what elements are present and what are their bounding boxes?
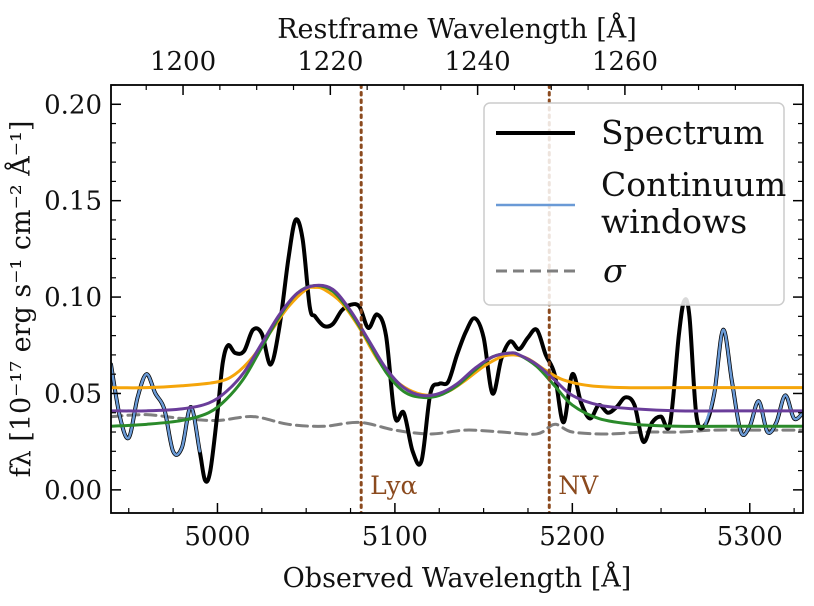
series-line-continuum-windows-left xyxy=(111,363,201,457)
series-line-model-purple xyxy=(111,283,803,413)
plot-frame xyxy=(110,84,804,514)
top-x-tick-label-1240: 1240 xyxy=(445,47,511,77)
x-tick-label-5200: 5200 xyxy=(539,522,605,552)
vline-label-nv: NV xyxy=(558,471,599,500)
y-tick-label-1: 0.05 xyxy=(44,379,102,409)
x-tick-label-5000: 5000 xyxy=(184,522,250,552)
top-x-tick-label-1260: 1260 xyxy=(592,47,658,77)
series-line-model-green xyxy=(111,283,803,428)
x-axis-label: Observed Wavelength [Å] xyxy=(283,561,632,594)
legend-label-spectrum: Spectrum xyxy=(601,113,764,152)
y-tick-label-3: 0.15 xyxy=(44,187,102,217)
series-line-sigma xyxy=(111,413,803,436)
y-tick-label-4: 0.20 xyxy=(44,90,102,120)
y-tick-label-0: 0.00 xyxy=(44,476,102,506)
vline-label-ly: Lyα xyxy=(370,471,417,500)
legend-label-continuum-line2: windows xyxy=(601,202,747,241)
legend-box xyxy=(483,102,785,306)
top-x-tick-label-1200: 1200 xyxy=(150,47,216,77)
legend: Spectrum Continuum windows σ xyxy=(483,102,786,306)
series-layer xyxy=(111,217,803,484)
series-line-continuum-windows-right xyxy=(704,328,803,437)
top-x-axis-label: Restframe Wavelength [Å] xyxy=(277,12,637,45)
x-tick-label-5100: 5100 xyxy=(362,522,428,552)
top-x-tick-label-1220: 1220 xyxy=(297,47,363,77)
legend-label-continuum-line1: Continuum xyxy=(601,165,786,204)
y-axis-label: fλ [10⁻¹⁷ erg s⁻¹ cm⁻² Å⁻¹] xyxy=(4,121,37,478)
legend-label-sigma: σ xyxy=(603,251,627,290)
x-tick-label-5300: 5300 xyxy=(717,522,783,552)
axes-layer xyxy=(110,84,804,514)
y-tick-label-2: 0.10 xyxy=(44,283,102,313)
